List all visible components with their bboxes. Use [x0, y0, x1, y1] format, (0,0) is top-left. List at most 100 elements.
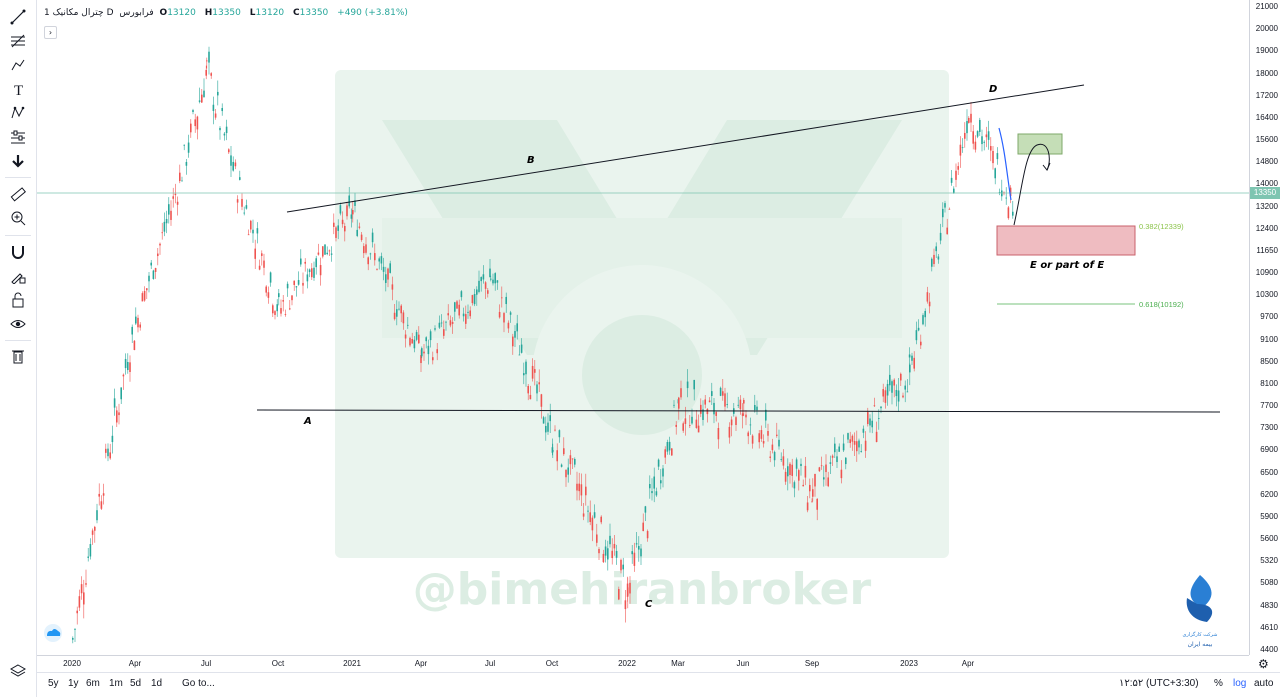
candle [341, 219, 344, 225]
close-value: 13350 [299, 8, 329, 18]
candle [261, 253, 263, 256]
measure-tool-icon[interactable] [7, 126, 29, 148]
candle [250, 220, 252, 230]
candle [267, 292, 270, 298]
time-axis[interactable]: 2020 Apr Jul Oct 2021 Apr Jul Oct 2022 Mar Jun Sep 2… [37, 655, 1249, 670]
candle [512, 336, 514, 347]
candle [467, 311, 469, 313]
candle [152, 270, 155, 279]
price-axis[interactable]: 21000 20000 19000 18000 17200 16400 15600 14800… [1249, 0, 1280, 655]
candle [994, 168, 996, 179]
candle [482, 274, 485, 280]
range-6m[interactable]: 6m [86, 678, 100, 689]
candle [451, 322, 454, 324]
range-5d[interactable]: 5d [130, 678, 142, 689]
price-chart[interactable]: @bimehiranbroker A B C D E or part of E … [37, 0, 1249, 655]
candle [393, 312, 396, 320]
layers-icon[interactable] [7, 660, 29, 682]
time-tick: 2022 [618, 659, 636, 668]
candle [743, 399, 745, 404]
settings-gear-icon[interactable]: ⚙ [1258, 657, 1269, 671]
candle [289, 308, 291, 310]
price-tick: 5320 [1260, 556, 1278, 566]
ruler-icon[interactable] [7, 183, 29, 205]
candle [671, 448, 673, 456]
candle [615, 550, 618, 558]
candle [558, 430, 561, 438]
candle [402, 312, 405, 324]
lock-icon[interactable] [7, 289, 29, 311]
candle [350, 214, 353, 219]
path-tool-icon[interactable] [7, 54, 29, 76]
time-tick: Sep [804, 659, 820, 668]
candle [265, 286, 267, 293]
candle [589, 512, 591, 523]
eye-icon[interactable] [7, 313, 29, 335]
candle [697, 425, 700, 433]
price-tick: 9100 [1260, 334, 1278, 344]
red-zone[interactable] [996, 225, 1136, 256]
time-tick: Mar [671, 659, 685, 668]
fib-tool-icon[interactable] [7, 30, 29, 52]
candle [427, 345, 430, 355]
time-tick: Oct [271, 659, 285, 668]
candle [111, 435, 114, 443]
timezone-display[interactable]: ۱۲:۵۲ (UTC+3:30) [1119, 678, 1199, 689]
price-tick: 6500 [1260, 467, 1278, 477]
magnet-icon[interactable] [7, 241, 29, 263]
candle [490, 278, 492, 280]
pattern-tool-icon[interactable] [7, 102, 29, 124]
candle [295, 286, 298, 288]
candle [804, 465, 807, 478]
candle [135, 316, 137, 324]
text-tool-icon[interactable]: T [7, 78, 29, 100]
candle [509, 312, 512, 315]
range-1y[interactable]: 1y [68, 678, 79, 689]
trash-icon[interactable] [7, 345, 29, 367]
auto-toggle[interactable]: auto [1254, 678, 1274, 689]
candle [834, 443, 836, 453]
candle [163, 221, 166, 232]
zoom-in-icon[interactable] [7, 207, 29, 229]
goto-button[interactable]: Go to... [182, 678, 215, 689]
candle [133, 340, 136, 350]
candle [882, 389, 884, 397]
candle [847, 433, 849, 440]
candle [574, 459, 576, 465]
candle [107, 448, 109, 457]
log-toggle[interactable]: log [1233, 678, 1247, 689]
candle [333, 222, 335, 227]
candle [518, 354, 521, 356]
candle [429, 331, 432, 341]
range-1d[interactable]: 1d [151, 678, 163, 689]
arrow-down-icon[interactable] [7, 150, 29, 172]
candle [749, 424, 752, 426]
trendline-tool-icon[interactable] [7, 6, 29, 28]
candle [660, 480, 662, 484]
candle [109, 452, 111, 459]
candle [620, 559, 622, 571]
lock-drawing-icon[interactable] [7, 265, 29, 287]
candle [529, 394, 532, 400]
candle [418, 334, 420, 344]
candle [773, 451, 776, 461]
trend-line-b[interactable] [286, 84, 1085, 213]
candle [906, 391, 909, 393]
collapse-legend-button[interactable]: › [44, 26, 57, 39]
symbol-name[interactable]: چترال مکانیک [52, 8, 104, 18]
horizontal-line[interactable] [256, 409, 1221, 413]
candle [598, 549, 600, 554]
candle [185, 161, 188, 166]
candle [754, 405, 756, 411]
time-tick: Apr [128, 659, 142, 668]
candle [425, 337, 427, 342]
candle [545, 425, 547, 433]
candle [387, 268, 389, 280]
candle [871, 420, 873, 428]
candle [867, 412, 869, 425]
percent-toggle[interactable]: % [1214, 678, 1223, 689]
range-1m[interactable]: 1m [109, 678, 123, 689]
candle [700, 404, 702, 414]
range-5y[interactable]: 5y [48, 678, 59, 689]
interval-label[interactable]: 1D [44, 8, 114, 18]
